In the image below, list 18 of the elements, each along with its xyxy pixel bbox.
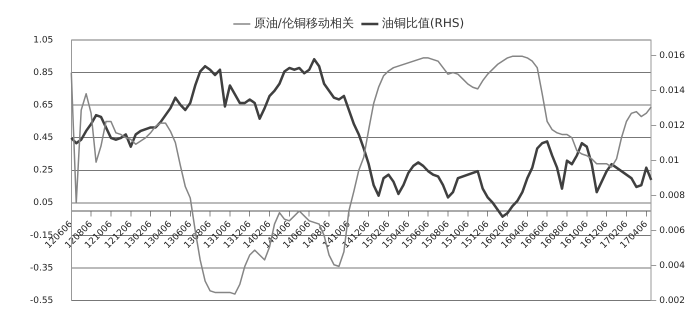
legend-label: 油铜比值(RHS) [382, 16, 464, 30]
y-tick-label: 0.65 [33, 100, 54, 110]
y2-tick-label: 0.002 [659, 296, 685, 306]
legend-label: 原油/伦铜移动相关 [254, 16, 354, 30]
y2-tick-label: 0.01 [659, 156, 680, 166]
y-tick-label: 0.05 [33, 198, 54, 208]
y2-tick-label: 0.004 [659, 260, 686, 271]
y-tick-label: -0.35 [30, 263, 54, 274]
y2-tick-label: 0.008 [659, 191, 686, 202]
y-tick-label: 0.85 [33, 68, 54, 78]
y-tick-label: -0.55 [30, 296, 54, 306]
y2-tick-label: 0.006 [659, 226, 686, 236]
y-tick-label: 0.45 [33, 133, 54, 144]
y2-tick-label: 0.016 [659, 51, 686, 62]
y2-tick-label: 0.014 [659, 86, 686, 96]
y-tick-label: 0.25 [33, 166, 54, 176]
y2-tick-label: 0.012 [659, 121, 685, 132]
y-tick-label: 1.05 [33, 35, 54, 46]
